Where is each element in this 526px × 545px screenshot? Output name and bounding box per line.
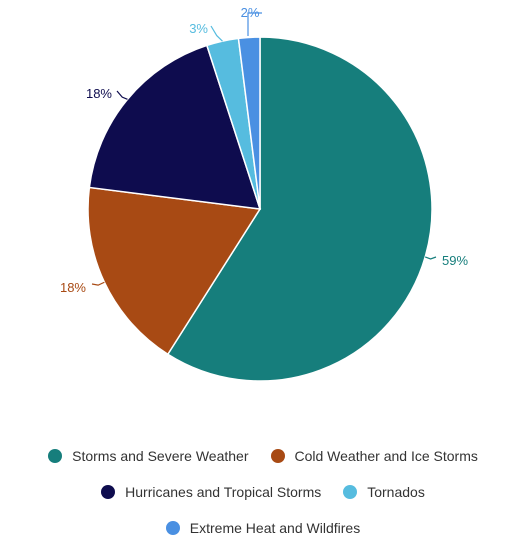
legend-label: Cold Weather and Ice Storms — [294, 448, 478, 464]
leader-line — [91, 281, 105, 286]
legend-item[interactable]: Extreme Heat and Wildfires — [165, 520, 361, 536]
data-label: 2% — [241, 5, 260, 20]
data-label: 59% — [442, 253, 468, 268]
legend-label: Tornados — [367, 484, 425, 500]
legend-label: Hurricanes and Tropical Storms — [125, 484, 322, 500]
data-label: 18% — [60, 280, 86, 295]
legend-item[interactable]: Tornados — [343, 484, 425, 500]
pie-slice-extreme-heat-and-wildfires — [237, 36, 261, 210]
pie-plot-area: 59% 18% 18% 3% 2% — [60, 5, 468, 382]
pie-slice-storms-and-severe-weather — [166, 36, 433, 382]
data-label: 3% — [189, 21, 208, 36]
legend-item[interactable]: Cold Weather and Ice Storms — [270, 448, 478, 464]
legend-label: Storms and Severe Weather — [72, 448, 249, 464]
legend-swatch — [165, 521, 180, 535]
data-label: 18% — [86, 86, 112, 101]
legend-swatch — [343, 485, 358, 499]
pie-slice-cold-weather-and-ice-storms — [87, 186, 262, 356]
legend-row: Extreme Heat and Wildfires — [0, 520, 526, 536]
leader-line — [247, 12, 262, 36]
legend-swatch — [270, 449, 285, 463]
leader-line — [424, 256, 437, 260]
legend-item[interactable]: Hurricanes and Tropical Storms — [101, 484, 321, 500]
leader-line — [210, 25, 223, 42]
leader-line — [116, 90, 128, 100]
legend-swatch — [48, 449, 63, 463]
legend-label: Extreme Heat and Wildfires — [189, 520, 361, 536]
legend-item[interactable]: Storms and Severe Weather — [48, 448, 249, 464]
legend-row: Storms and Severe Weather Cold Weather an… — [0, 448, 526, 464]
legend-swatch — [101, 485, 116, 499]
legend-row: Hurricanes and Tropical Storms Tornados — [0, 484, 526, 500]
